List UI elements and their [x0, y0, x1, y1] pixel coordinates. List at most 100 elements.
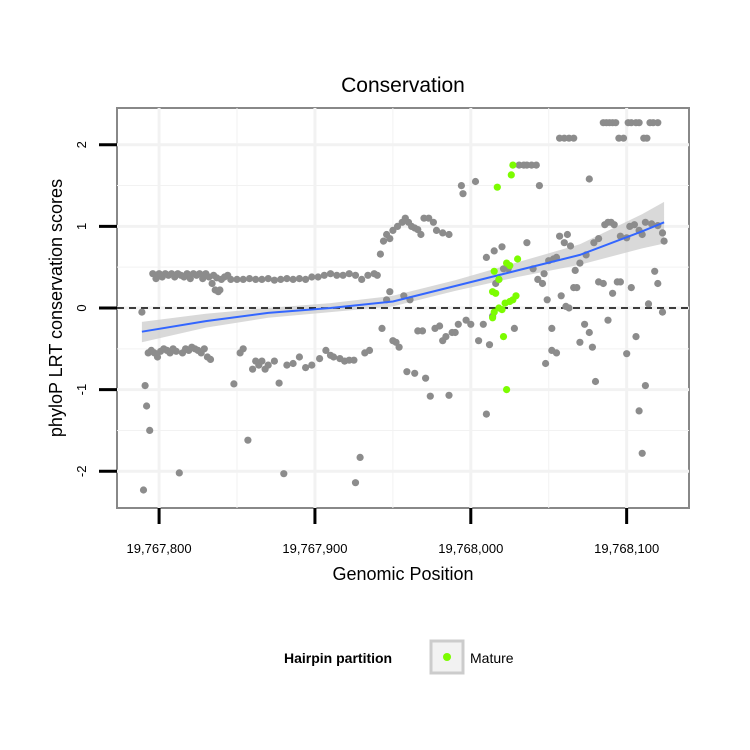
data-point [316, 355, 324, 363]
data-point [609, 289, 617, 297]
data-point [213, 274, 221, 282]
data-point [339, 271, 347, 279]
data-point [454, 320, 462, 328]
data-point [425, 214, 433, 222]
data-point [510, 324, 518, 332]
data-point [429, 218, 437, 226]
points-other [138, 119, 668, 494]
data-point [411, 369, 419, 377]
points-mature [489, 161, 522, 394]
data-point [632, 333, 640, 341]
legend-key-box [429, 639, 465, 675]
data-point [599, 279, 607, 288]
data-point [264, 275, 272, 283]
data-point [295, 275, 303, 283]
data-point [314, 273, 322, 281]
data-point-mature [492, 289, 500, 297]
data-point [239, 345, 247, 353]
data-point [534, 275, 542, 283]
data-point [333, 271, 341, 279]
data-point [258, 357, 266, 365]
x-tick-label: 19,767,800 [127, 541, 192, 556]
data-point [322, 346, 330, 354]
data-point [350, 356, 358, 364]
data-point-mature [489, 314, 497, 322]
data-point [258, 275, 266, 283]
data-point [535, 182, 544, 190]
x-tick-label: 19,767,900 [282, 541, 347, 556]
data-point [289, 359, 297, 368]
data-point [591, 377, 600, 386]
legend-label-mature: Mature [470, 650, 514, 666]
x-axis: 19,767,800 19,767,900 19,768,000 19,768,100 [127, 508, 659, 556]
x-axis-label: Genomic Position [332, 564, 473, 584]
data-point [308, 273, 316, 281]
data-point [616, 278, 625, 286]
data-point [635, 407, 643, 415]
data-point [264, 361, 272, 369]
data-point-mature [512, 292, 520, 300]
data-point [570, 134, 578, 142]
data-point [364, 271, 372, 279]
data-point [540, 270, 548, 278]
y-axis: -2 -1 0 1 2 [74, 141, 117, 477]
data-point [270, 357, 278, 365]
data-point [379, 237, 388, 245]
data-point [277, 275, 285, 283]
data-point [153, 353, 162, 361]
data-point [239, 275, 247, 283]
data-point [138, 308, 146, 316]
data-point-mature [499, 333, 508, 341]
data-point [479, 320, 487, 328]
legend-key-mature [443, 653, 451, 661]
data-point [457, 182, 465, 190]
x-tick-label: 19,768,100 [594, 541, 659, 556]
data-point [490, 247, 498, 255]
data-point [244, 436, 252, 444]
data-point [610, 221, 618, 229]
data-point [249, 365, 257, 373]
data-point [302, 275, 310, 283]
data-point [432, 226, 441, 234]
legend: Hairpin partition Mature [284, 639, 514, 675]
data-point [532, 161, 540, 169]
data-point [581, 320, 589, 328]
data-point [654, 119, 662, 127]
data-point-mature [498, 306, 506, 314]
data-point [436, 322, 444, 330]
data-point [590, 239, 598, 247]
data-point [585, 328, 593, 337]
legend-title: Hairpin partition [284, 650, 392, 666]
data-point [295, 353, 303, 361]
data-point [462, 316, 470, 324]
data-point [320, 271, 328, 279]
y-tick-label: 1 [74, 223, 89, 230]
data-point [573, 284, 581, 292]
data-point [538, 279, 547, 288]
y-axis-label: phyloP LRT conservation scores [46, 179, 66, 437]
data-point [326, 270, 335, 278]
data-point [139, 486, 148, 494]
data-point [378, 324, 386, 332]
data-point [565, 304, 573, 312]
data-point [576, 259, 584, 267]
data-point [270, 276, 278, 284]
data-point [638, 449, 646, 457]
data-point [206, 355, 215, 363]
data-point [289, 275, 297, 283]
data-point [417, 230, 425, 239]
data-point [660, 237, 668, 245]
trend-line [141, 221, 665, 333]
data-point [641, 382, 650, 390]
data-point [351, 271, 360, 279]
data-point [283, 361, 291, 369]
data-point [556, 232, 564, 240]
data-point [623, 350, 631, 358]
data-point-mature [490, 308, 498, 316]
data-point [459, 190, 467, 198]
y-tick-label: 2 [74, 141, 89, 148]
data-point [373, 271, 381, 279]
data-point-mature [514, 255, 522, 263]
y-tick-label: -1 [74, 384, 89, 396]
data-point [395, 343, 403, 351]
